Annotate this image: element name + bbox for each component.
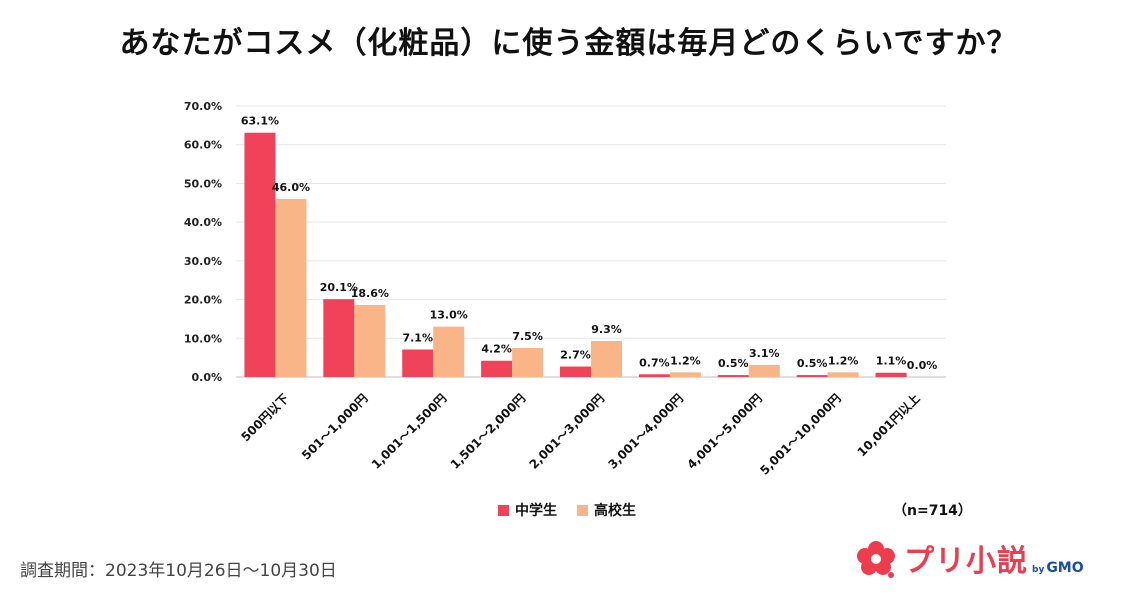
data-label: 3.1% — [749, 347, 780, 360]
logo-by: by — [1032, 565, 1045, 575]
data-label: 0.0% — [907, 359, 938, 372]
data-label: 9.3% — [591, 323, 622, 336]
survey-period: 調査期間：2023年10月26日〜10月30日 — [20, 561, 337, 581]
y-tick-label: 10.0% — [184, 332, 222, 345]
data-label: 46.0% — [272, 181, 310, 194]
logo-text: プリ小説 — [904, 544, 1028, 579]
data-label: 1.2% — [670, 354, 701, 367]
data-label: 2.7% — [560, 349, 591, 362]
bar-series1 — [323, 299, 355, 377]
bar-series1 — [638, 374, 670, 377]
flower-logo-icon — [857, 541, 895, 578]
x-tick-label: 500円以下 — [238, 391, 291, 444]
bar-series1 — [481, 360, 513, 377]
bar-series1 — [717, 375, 749, 377]
y-tick-label: 0.0% — [191, 371, 222, 384]
y-tick-label: 40.0% — [184, 216, 222, 229]
y-tick-label: 60.0% — [184, 139, 222, 152]
data-label: 7.5% — [512, 330, 543, 343]
data-label: 0.7% — [639, 356, 670, 369]
x-tick-label: 5,001〜10,000円 — [757, 391, 843, 477]
bar-series1 — [244, 132, 276, 377]
bar-series2 — [827, 372, 859, 377]
y-tick-label: 30.0% — [184, 255, 222, 268]
x-tick-label: 1,001〜1,500円 — [369, 391, 450, 472]
bar-series1 — [402, 349, 434, 377]
data-label: 63.1% — [241, 115, 279, 128]
y-tick-label: 20.0% — [184, 294, 222, 307]
x-tick-label: 4,001〜5,000円 — [684, 391, 765, 472]
data-label: 20.1% — [320, 281, 358, 294]
x-tick-label: 1,501〜2,000円 — [448, 391, 529, 472]
x-tick-label: 3,001〜4,000円 — [605, 391, 686, 472]
logo-brand: GMO — [1046, 560, 1084, 576]
bar-series1 — [560, 366, 591, 377]
legend-item-series2: 高校生 — [577, 500, 636, 520]
bar-series1 — [796, 375, 828, 377]
data-label: 1.1% — [876, 355, 907, 368]
legend-label-series2: 高校生 — [594, 503, 636, 519]
bar-series2 — [748, 364, 780, 377]
bar-series2 — [591, 340, 622, 377]
logo-by-gmo: by GMO — [1032, 560, 1084, 576]
bar-series2 — [512, 347, 544, 377]
legend-swatch-series1 — [498, 504, 509, 516]
legend-swatch-series2 — [577, 504, 588, 516]
y-tick-label: 50.0% — [184, 177, 222, 190]
brand-logo: プリ小説 by GMO — [854, 536, 1084, 580]
bar-series2 — [275, 198, 307, 377]
data-label: 7.1% — [402, 332, 433, 345]
x-tick-label: 2,001〜3,000円 — [527, 391, 608, 472]
bar-series2 — [669, 372, 701, 377]
data-label: 1.2% — [828, 354, 859, 367]
sample-size: （n=714） — [893, 503, 972, 519]
y-tick-label: 70.0% — [184, 100, 222, 113]
bar-series2 — [354, 304, 386, 377]
bar-series2 — [433, 326, 465, 377]
x-tick-label: 10,001円以上 — [854, 391, 923, 460]
data-label: 0.5% — [718, 357, 749, 370]
data-label: 4.2% — [481, 343, 512, 356]
legend: 中学生 高校生 — [498, 500, 636, 520]
data-label: 13.0% — [430, 309, 468, 322]
x-tick-label: 501〜1,000円 — [299, 391, 370, 462]
data-label: 0.5% — [797, 357, 828, 370]
legend-item-series1: 中学生 — [498, 500, 557, 520]
bar-series1 — [875, 372, 907, 377]
legend-label-series1: 中学生 — [515, 503, 557, 519]
page-title: あなたがコスメ（化粧品）に使う金額は毎月どのくらいですか？ — [119, 26, 1018, 61]
data-label: 18.6% — [351, 287, 389, 300]
